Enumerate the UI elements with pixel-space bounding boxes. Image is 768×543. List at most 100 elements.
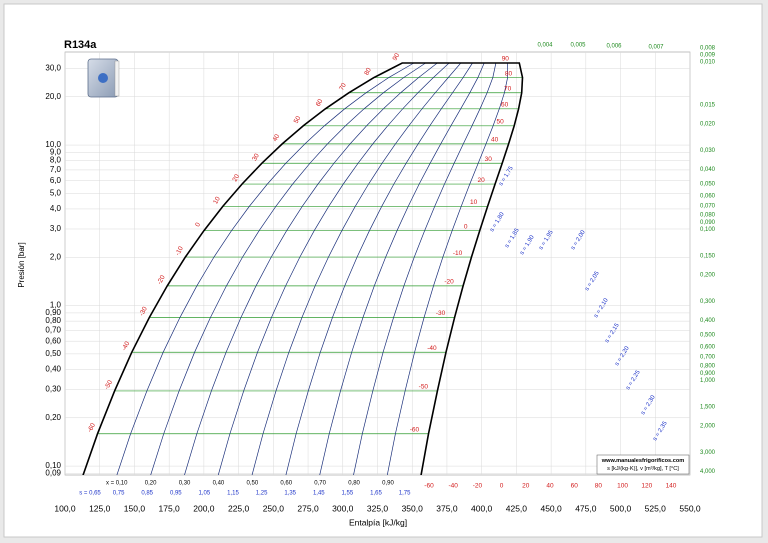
volume-label: 0,006 bbox=[606, 44, 622, 50]
vapor-temperature-label: 80 bbox=[505, 70, 513, 77]
bottom-temperature-label: 20 bbox=[522, 483, 530, 490]
volume-label: 0,900 bbox=[700, 371, 716, 377]
y-tick-label: 5,0 bbox=[50, 188, 62, 197]
y-tick-label: 1,0 bbox=[50, 301, 62, 310]
y-tick-label: 0,40 bbox=[45, 365, 61, 374]
vapor-temperature-label: -20 bbox=[444, 279, 454, 286]
quality-line bbox=[184, 62, 438, 475]
volume-label: 0,500 bbox=[700, 333, 716, 339]
entropy-label: 0,75 bbox=[113, 491, 125, 497]
quality-label: 0,90 bbox=[382, 481, 394, 487]
source-frame bbox=[596, 454, 690, 475]
volume-label: 2,000 bbox=[700, 423, 716, 429]
y-tick-label: 0,60 bbox=[45, 336, 61, 345]
x-tick-label: 425,0 bbox=[506, 503, 528, 513]
quality-line bbox=[319, 62, 485, 475]
liquid-temperature-label: 30 bbox=[251, 152, 261, 162]
y-tick-label: 8,0 bbox=[50, 156, 62, 165]
x-tick-label: 150,0 bbox=[124, 503, 146, 513]
vapor-temperature-label: -40 bbox=[427, 345, 437, 352]
y-tick-label: 0,80 bbox=[45, 316, 61, 325]
volume-label: 1,500 bbox=[700, 405, 716, 411]
y-tick-label: 0,20 bbox=[45, 413, 61, 422]
bottom-temperature-label: -20 bbox=[473, 483, 483, 490]
logo bbox=[87, 58, 120, 98]
x-tick-label: 225,0 bbox=[228, 503, 250, 513]
volume-label: 0,007 bbox=[648, 45, 664, 51]
plot bbox=[82, 62, 524, 475]
volume-label: 0,009 bbox=[700, 53, 716, 59]
quality-line bbox=[353, 62, 497, 475]
volume-label: 0,200 bbox=[700, 272, 716, 278]
x-tick-label: 500,0 bbox=[610, 503, 632, 513]
liquid-temperature-label: 80 bbox=[363, 67, 373, 77]
liquid-temperature-label: 0 bbox=[194, 221, 202, 228]
liquid-temperature-label: 50 bbox=[293, 115, 303, 125]
entropy-label: 1,75 bbox=[399, 491, 411, 497]
x-tick-label: 350,0 bbox=[402, 503, 424, 513]
logo-pages bbox=[114, 60, 120, 97]
liquid-temperature-label: 90 bbox=[392, 52, 402, 62]
quality-line bbox=[150, 62, 426, 475]
quality-label: 0,80 bbox=[348, 481, 360, 487]
units-note: s [kJ/(kg·K)], v [m³/kg], T [°C] bbox=[607, 466, 679, 472]
vapor-temperature-label: -30 bbox=[436, 310, 446, 317]
liquid-temperature-label: 60 bbox=[315, 98, 325, 108]
x-tick-label: 475,0 bbox=[575, 503, 597, 513]
entropy-label: 1,65 bbox=[370, 491, 382, 497]
x-axis-label: Entalpía [kJ/kg] bbox=[349, 517, 407, 527]
entropy-label: 1,55 bbox=[342, 491, 354, 497]
liquid-temperature-label: -30 bbox=[138, 305, 149, 317]
bottom-temperature-label: 120 bbox=[641, 483, 652, 490]
liquid-temperature-label: 10 bbox=[212, 195, 222, 205]
y-tick-label: 7,0 bbox=[50, 165, 62, 174]
y-tick-label: 20,0 bbox=[45, 92, 61, 101]
volume-label: 0,070 bbox=[700, 204, 716, 210]
x-tick-label: 550,0 bbox=[679, 503, 701, 513]
liquid-temperature-label: -20 bbox=[156, 274, 167, 286]
x-tick-label: 325,0 bbox=[367, 503, 389, 513]
volume-label: 0,300 bbox=[700, 299, 716, 305]
y-tick-label: 3,0 bbox=[50, 224, 62, 233]
x-tick-label: 275,0 bbox=[297, 503, 319, 513]
bottom-temperature-label: 140 bbox=[666, 483, 677, 490]
liquid-temperature-label: -10 bbox=[174, 245, 185, 257]
volume-label: 0,800 bbox=[700, 363, 716, 369]
vapor-temperature-label: -10 bbox=[453, 250, 463, 257]
bottom-temperature-label: 40 bbox=[546, 483, 554, 490]
volume-label: 0,015 bbox=[700, 103, 716, 109]
volume-label: 0,030 bbox=[700, 148, 716, 154]
quality-label: 0,60 bbox=[280, 481, 292, 487]
volume-label: 0,100 bbox=[700, 227, 716, 233]
bottom-temperature-label: -40 bbox=[448, 483, 458, 490]
vapor-temperature-label: 0 bbox=[464, 223, 468, 230]
y-tick-label: 9,0 bbox=[50, 148, 62, 157]
liquid-temperature-label: 20 bbox=[232, 173, 242, 183]
vapor-temperature-label: 30 bbox=[485, 156, 493, 163]
volume-label: 0,004 bbox=[537, 43, 553, 49]
vapor-temperature-label: 40 bbox=[491, 137, 499, 144]
y-tick-label: 0,70 bbox=[45, 326, 61, 335]
source-box: www.manualesfrigorificos.com s [kJ/(kg·K… bbox=[596, 454, 690, 475]
quality-label: 0,30 bbox=[179, 481, 191, 487]
liquid-temperature-label: 70 bbox=[338, 82, 348, 92]
y-tick-label: 6,0 bbox=[50, 176, 62, 185]
source-url: www.manualesfrigorificos.com bbox=[601, 458, 685, 464]
x-tick-label: 525,0 bbox=[645, 503, 667, 513]
volume-label: 0,008 bbox=[700, 46, 716, 52]
vapor-temperature-label: -60 bbox=[410, 426, 420, 433]
quality-line bbox=[386, 63, 508, 475]
volume-label: 0,700 bbox=[700, 355, 716, 361]
volume-label: 1,000 bbox=[700, 378, 716, 384]
quality-label: x = 0,10 bbox=[106, 481, 128, 487]
quality-label: 0,50 bbox=[247, 481, 259, 487]
quality-label: 0,70 bbox=[314, 481, 326, 487]
liquid-temperature-label: 40 bbox=[272, 133, 282, 143]
bottom-temperature-label: 100 bbox=[617, 483, 628, 490]
x-tick-label: 250,0 bbox=[263, 503, 285, 513]
volume-label: 0,400 bbox=[700, 318, 716, 324]
y-tick-label: 0,50 bbox=[45, 349, 61, 358]
entropy-label: 0,85 bbox=[141, 491, 153, 497]
